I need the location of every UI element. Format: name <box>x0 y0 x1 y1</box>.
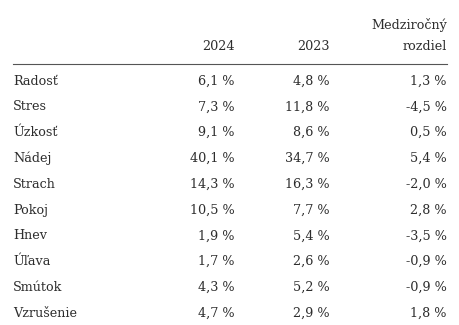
Text: 16,3 %: 16,3 % <box>284 178 329 191</box>
Text: 2,6 %: 2,6 % <box>292 255 329 268</box>
Text: 1,7 %: 1,7 % <box>197 255 234 268</box>
Text: Úľava: Úľava <box>13 255 50 268</box>
Text: -2,0 %: -2,0 % <box>405 178 446 191</box>
Text: 8,6 %: 8,6 % <box>292 126 329 139</box>
Text: 6,1 %: 6,1 % <box>197 75 234 88</box>
Text: Nádej: Nádej <box>13 152 51 165</box>
Text: 40,1 %: 40,1 % <box>190 152 234 165</box>
Text: Smútok: Smútok <box>13 281 62 294</box>
Text: 5,4 %: 5,4 % <box>409 152 446 165</box>
Text: 2,9 %: 2,9 % <box>292 307 329 320</box>
Text: Vzrušenie: Vzrušenie <box>13 307 77 320</box>
Text: Pokoj: Pokoj <box>13 203 48 216</box>
Text: 2023: 2023 <box>296 40 329 53</box>
Text: rozdiel: rozdiel <box>402 40 446 53</box>
Text: 5,2 %: 5,2 % <box>292 281 329 294</box>
Text: 5,4 %: 5,4 % <box>292 229 329 242</box>
Text: 11,8 %: 11,8 % <box>284 100 329 113</box>
Text: 7,7 %: 7,7 % <box>292 203 329 216</box>
Text: Úzkosť: Úzkosť <box>13 126 57 139</box>
Text: 1,8 %: 1,8 % <box>409 307 446 320</box>
Text: 0,5 %: 0,5 % <box>409 126 446 139</box>
Text: 10,5 %: 10,5 % <box>190 203 234 216</box>
Text: 9,1 %: 9,1 % <box>197 126 234 139</box>
Text: -0,9 %: -0,9 % <box>405 255 446 268</box>
Text: Stres: Stres <box>13 100 47 113</box>
Text: 1,9 %: 1,9 % <box>197 229 234 242</box>
Text: 14,3 %: 14,3 % <box>190 178 234 191</box>
Text: Strach: Strach <box>13 178 56 191</box>
Text: 34,7 %: 34,7 % <box>284 152 329 165</box>
Text: 4,7 %: 4,7 % <box>197 307 234 320</box>
Text: -0,9 %: -0,9 % <box>405 281 446 294</box>
Text: 4,3 %: 4,3 % <box>197 281 234 294</box>
Text: Hnev: Hnev <box>13 229 47 242</box>
Text: 2024: 2024 <box>202 40 234 53</box>
Text: 7,3 %: 7,3 % <box>197 100 234 113</box>
Text: 1,3 %: 1,3 % <box>409 75 446 88</box>
Text: -4,5 %: -4,5 % <box>405 100 446 113</box>
Text: Radosť: Radosť <box>13 75 58 88</box>
Text: 4,8 %: 4,8 % <box>292 75 329 88</box>
Text: -3,5 %: -3,5 % <box>405 229 446 242</box>
Text: Medziročný: Medziročný <box>370 19 446 32</box>
Text: 2,8 %: 2,8 % <box>409 203 446 216</box>
